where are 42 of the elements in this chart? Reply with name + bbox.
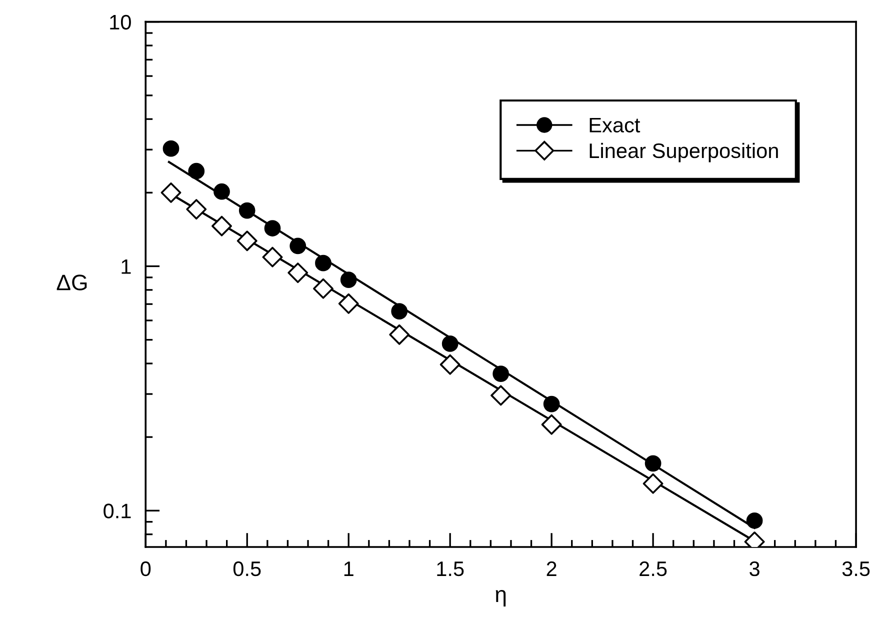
point (238, 202, 256, 219)
point (492, 366, 510, 382)
point (543, 396, 560, 412)
point (440, 354, 460, 375)
point (214, 183, 230, 200)
y-axis-title: ΔG (56, 274, 87, 290)
point (541, 414, 562, 435)
x-tick-label: 1 (344, 562, 354, 576)
point (162, 140, 180, 157)
point (236, 230, 258, 252)
point (644, 455, 662, 472)
y-tick-label: 1 (122, 259, 131, 274)
x-tick-label: 0.5 (233, 561, 261, 576)
point (262, 246, 283, 268)
x-tick-label: 2.5 (640, 561, 667, 576)
x-tick-label: 1.5 (437, 562, 464, 576)
point (290, 238, 306, 254)
point (490, 385, 512, 406)
x-tick-label: 2 (546, 561, 556, 576)
point (389, 324, 410, 345)
point (288, 262, 308, 284)
point (160, 182, 182, 203)
point (188, 162, 205, 180)
point (442, 336, 458, 352)
x-tick-label: 3.5 (842, 561, 870, 576)
x-axis-title: η (496, 590, 506, 607)
point (315, 254, 332, 272)
point (338, 293, 359, 314)
x-tick-label: 0 (140, 561, 151, 576)
y-tick-label: 0.1 (104, 504, 131, 518)
point (340, 272, 357, 288)
point (212, 216, 232, 236)
point (391, 303, 408, 320)
point (642, 473, 664, 494)
x-tick-label: 3 (750, 561, 760, 576)
point (746, 512, 763, 529)
point (186, 199, 207, 220)
legend-label: Exact (590, 118, 640, 132)
point (313, 278, 334, 299)
point (264, 220, 281, 236)
legend-label: Linear Superposition (590, 142, 778, 162)
y-tick-label: 10 (110, 14, 131, 30)
